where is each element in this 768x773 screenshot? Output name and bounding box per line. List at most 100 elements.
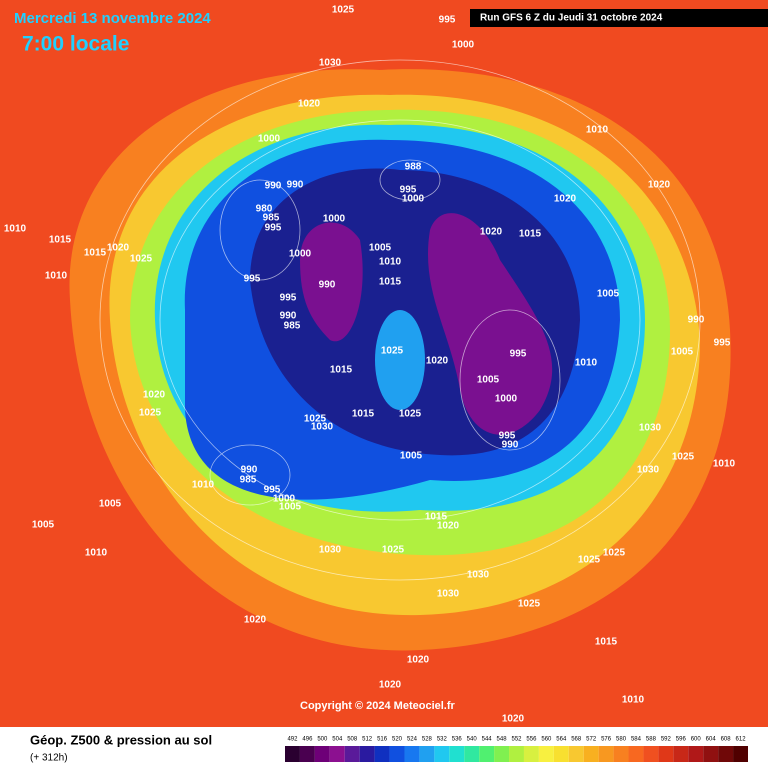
legend-label: 592	[661, 737, 672, 743]
isobar-label: 990	[241, 465, 258, 476]
legend-label: 572	[586, 737, 597, 743]
run: Run GFS 6 Z du Jeudi 31 octobre 2024	[480, 13, 663, 24]
isobar-label: 1005	[279, 502, 302, 513]
isobar-label: 1020	[502, 714, 525, 725]
isobar-label: 1000	[289, 249, 312, 260]
isobar-label: 985	[240, 475, 257, 486]
legend-swatch	[628, 746, 644, 762]
isobar-label: 1020	[107, 243, 130, 254]
isobar-label: 988	[405, 162, 422, 173]
isobar-label: 1000	[495, 394, 518, 405]
legend-label: 492	[287, 737, 298, 743]
legend-label: 496	[302, 737, 313, 743]
zone-purple	[427, 213, 553, 435]
isobar-label: 995	[244, 274, 261, 285]
isobar-label: 1015	[330, 365, 353, 376]
isobar-label: 1020	[407, 655, 430, 666]
isobar-label: 1025	[399, 409, 422, 420]
legend-swatch	[509, 746, 524, 762]
isobar-label: 995	[265, 223, 282, 234]
isobar-label: 1010	[713, 459, 736, 470]
legend-swatch	[299, 746, 315, 762]
isobar-label: 1005	[99, 499, 122, 510]
isobar-label: 980	[256, 204, 273, 215]
isobar-label: 1015	[379, 277, 402, 288]
isobar-label: 1015	[84, 248, 107, 259]
legend-label: 500	[317, 737, 328, 743]
isobar-label: 1005	[369, 243, 392, 254]
isobar-label: 995	[714, 338, 731, 349]
isobar-label: 1015	[425, 512, 448, 523]
legend-swatch	[359, 746, 375, 762]
isobar-label: 1025	[578, 555, 601, 566]
legend-swatch	[389, 746, 405, 762]
isobar-label: 1025	[603, 548, 626, 559]
isobar-label: 1025	[381, 346, 404, 357]
isobar-label: 1005	[32, 520, 55, 531]
isobar-label: 990	[287, 180, 304, 191]
isobar-label: 1030	[637, 465, 660, 476]
legend-swatch	[658, 746, 674, 762]
isobar-label: 1020	[379, 680, 402, 691]
isobar-label: 1020	[437, 521, 460, 532]
legend-swatch	[553, 746, 569, 762]
zone-purple	[300, 222, 363, 342]
isobar-label: 1010	[575, 358, 598, 369]
legend-label: 580	[616, 737, 627, 743]
isobar-label: 1010	[45, 271, 68, 282]
legend-label: 532	[437, 737, 448, 743]
legend-label: 560	[541, 737, 552, 743]
legend-swatch	[285, 746, 300, 762]
legend-label: 504	[332, 737, 343, 743]
legend-swatch	[479, 746, 495, 762]
isobar-label: 1030	[467, 570, 490, 581]
isobar-label: 1030	[319, 545, 342, 556]
time: 7:00 locale	[22, 33, 129, 56]
legend-label: 556	[526, 737, 537, 743]
legend-swatch	[449, 746, 465, 762]
legend-swatch	[419, 746, 435, 762]
legend-label: 568	[571, 737, 582, 743]
isobar-label: 1010	[85, 548, 108, 559]
legend-label: 520	[392, 737, 403, 743]
legend-swatch	[673, 746, 689, 762]
isolines	[99, 59, 701, 581]
legend: 492 496 500 504 508 512 516 520 524 528 532 536 540 5…	[285, 737, 748, 762]
legend-swatch	[733, 746, 748, 762]
legend-label: 576	[601, 737, 612, 743]
footer-lead: (+ 312h)	[30, 753, 68, 764]
isobar-label: 1015	[519, 229, 542, 240]
isobar-label: 995	[280, 293, 297, 304]
legend-swatch	[523, 746, 539, 762]
isobar-label: 995	[439, 15, 456, 26]
isobar-label: 1020	[143, 390, 166, 401]
isobar-label: 995	[510, 349, 527, 360]
isobar-label: 1030	[639, 423, 662, 434]
legend-swatch	[703, 746, 719, 762]
isobar-label: 1000	[273, 494, 296, 505]
legend-label: 588	[646, 737, 657, 743]
legend-swatch	[464, 746, 480, 762]
isobar-label: 990	[688, 315, 705, 326]
legend-swatch	[434, 746, 450, 762]
isobar-label: 995	[264, 485, 281, 496]
legend-swatch	[613, 746, 629, 762]
legend-label: 536	[452, 737, 463, 743]
isobar-label: 1010	[622, 695, 645, 706]
legend-swatch	[494, 746, 510, 762]
date: Mercredi 13 novembre 2024	[14, 10, 211, 27]
isobar-label: 1025	[332, 5, 355, 16]
legend-label: 584	[631, 737, 642, 743]
isobar-label: 1025	[382, 545, 405, 556]
isobar-label: 990	[319, 280, 336, 291]
isobar-label: 990	[265, 181, 282, 192]
legend-label: 604	[706, 737, 717, 743]
isobar-label: 1005	[400, 451, 423, 462]
isobar-label: 1015	[49, 235, 72, 246]
legend-label: 600	[691, 737, 702, 743]
isobar-label: 995	[499, 431, 516, 442]
isobar-label: 995	[400, 185, 417, 196]
copyright: Copyright © 2024 Meteociel.fr	[300, 700, 456, 712]
